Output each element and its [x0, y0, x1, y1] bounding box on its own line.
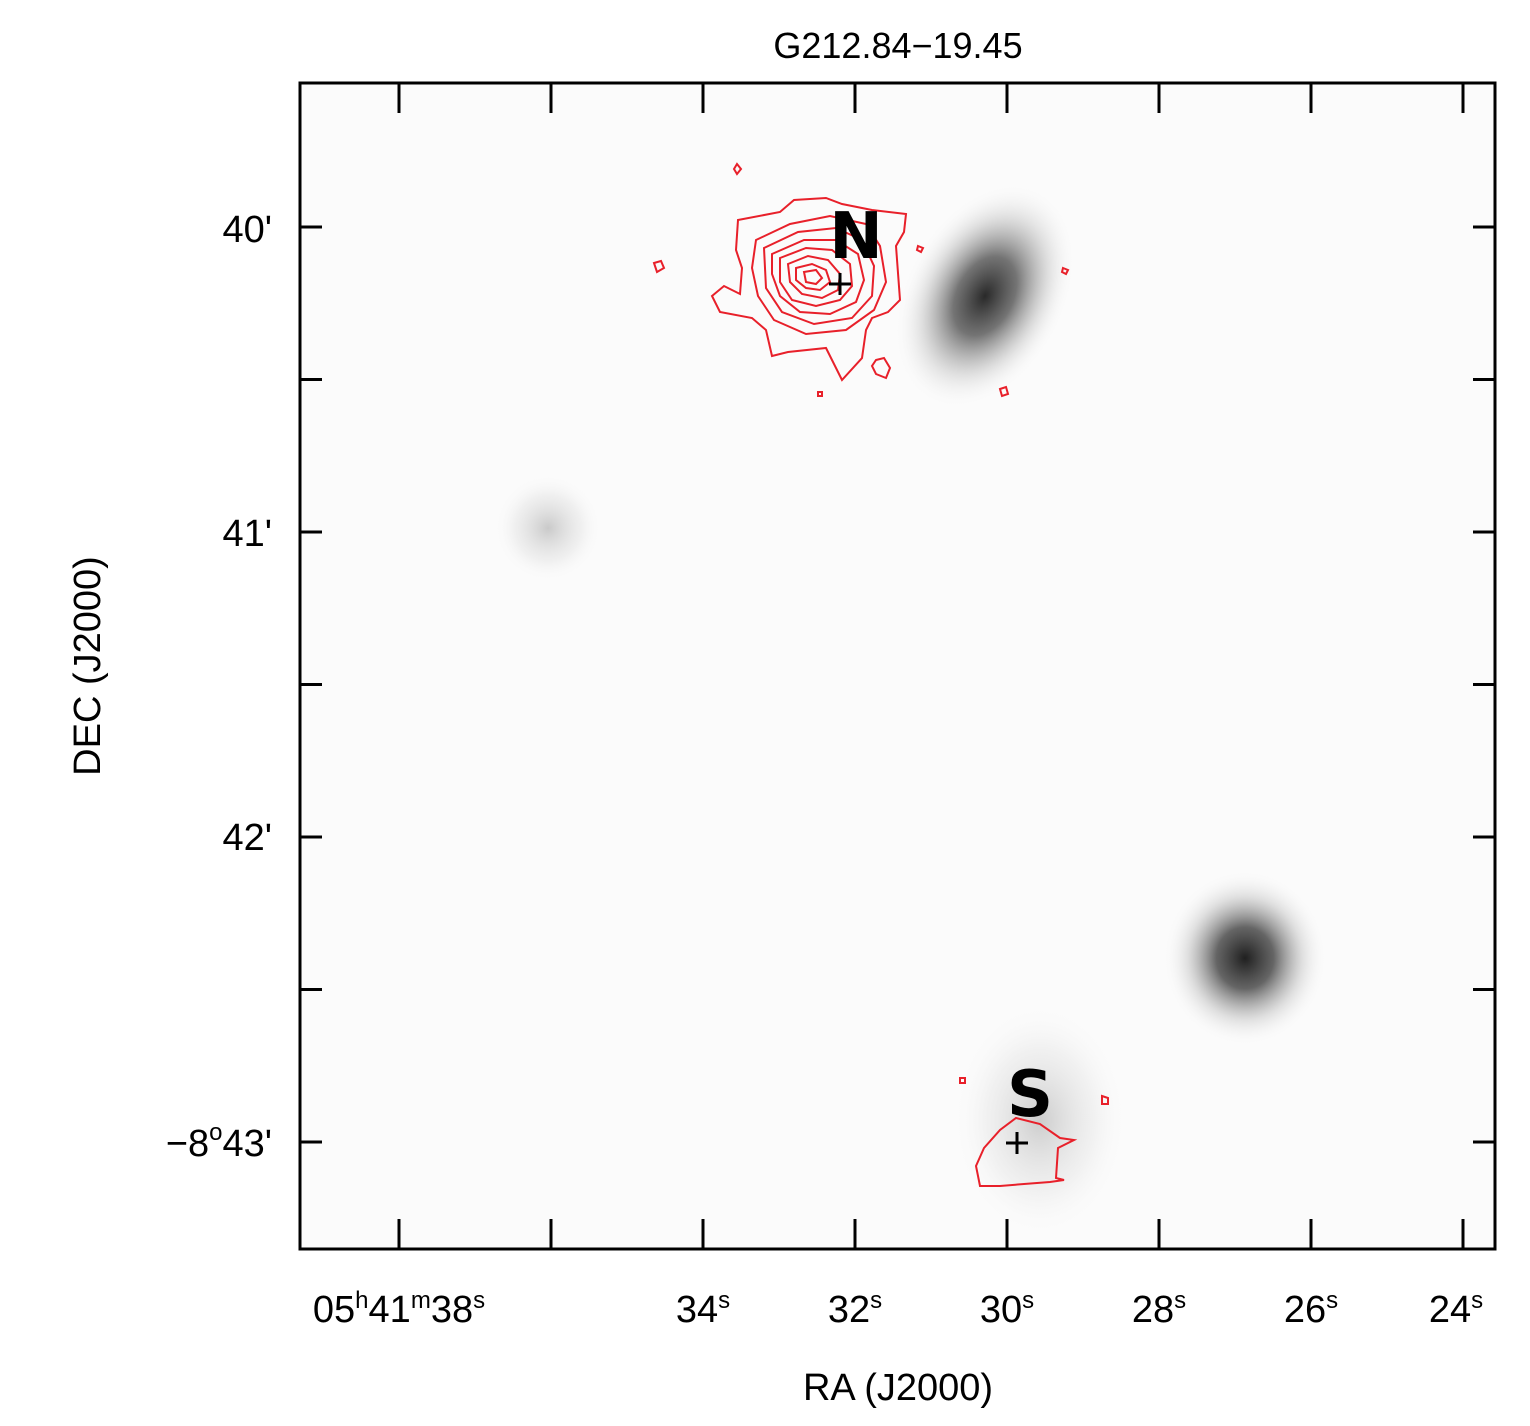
- contour-blip-2: [652, 259, 666, 274]
- axis-ticks: [300, 83, 1495, 1249]
- x-tick-label-0-unit-1: m: [411, 1287, 431, 1314]
- y-tick-label-3-deg: −8: [166, 1123, 209, 1165]
- x-tick-label-5-unit-0: s: [1326, 1287, 1338, 1314]
- x-tick-label-2-unit-0: s: [870, 1287, 882, 1314]
- contour-blip-6: [998, 385, 1010, 398]
- contour-blip-3: [870, 356, 892, 380]
- image-blob-east: [1163, 870, 1327, 1046]
- y-axis-label: DEC (J2000): [67, 556, 109, 776]
- y-tick-labels: 40' 41' 42' −8o43': [166, 209, 272, 1165]
- contour-north-3: [762, 226, 876, 326]
- contour-blip-8: [959, 1077, 966, 1084]
- axes-frame: [298, 81, 1497, 1251]
- source-s-label: S: [1007, 1058, 1053, 1132]
- x-tick-label-1-unit-0: s: [718, 1287, 730, 1314]
- x-tick-label-2: 32s: [828, 1287, 882, 1331]
- x-tick-label-0-num-0: 05: [313, 1289, 355, 1331]
- x-tick-label-0-num-2: 38: [431, 1289, 473, 1331]
- y-tick-label-3-min: 43': [222, 1123, 272, 1165]
- contour-north-6: [786, 254, 842, 300]
- source-n: N: [829, 200, 883, 295]
- contour-blip-9: [1101, 1094, 1109, 1105]
- source-markers: N S: [829, 200, 1053, 1154]
- greyscale-image: [493, 183, 1327, 1240]
- x-tick-label-6: 24s: [1429, 1287, 1483, 1331]
- x-tick-label-5-num-0: 26: [1284, 1289, 1326, 1331]
- source-n-label: N: [829, 200, 883, 274]
- contour-blip-4: [915, 244, 925, 254]
- y-tick-label-3-deg-sym: o: [209, 1119, 222, 1146]
- x-axis-label: RA (J2000): [803, 1367, 993, 1409]
- y-tick-label-1: 41': [222, 513, 272, 555]
- contour-north-core: [802, 268, 824, 286]
- contour-north-4: [771, 239, 866, 316]
- contours: [652, 162, 1109, 1187]
- image-blob-south: [950, 1000, 1130, 1240]
- contour-north-7: [795, 262, 832, 292]
- image-blob-north: [894, 183, 1076, 409]
- contour-blip-1: [732, 162, 743, 176]
- x-tick-label-0-num-1: 41: [369, 1289, 411, 1331]
- x-tick-label-6-num-0: 24: [1429, 1289, 1471, 1331]
- x-tick-label-0-unit-2: s: [473, 1287, 485, 1314]
- x-tick-label-1: 34s: [676, 1287, 730, 1331]
- contour-north-outer: [710, 196, 908, 382]
- x-tick-label-1-num-0: 34: [676, 1289, 718, 1331]
- chart-title: G212.84−19.45: [773, 25, 1022, 66]
- y-tick-label-2: 42': [222, 817, 272, 859]
- y-tick-label-3: −8o43': [166, 1119, 272, 1165]
- x-tick-label-3: 30s: [980, 1287, 1034, 1331]
- x-tick-label-4: 28s: [1132, 1287, 1186, 1331]
- x-tick-label-5: 26s: [1284, 1287, 1338, 1331]
- x-tick-label-2-num-0: 32: [828, 1289, 870, 1331]
- contour-blip-7: [817, 391, 823, 397]
- x-tick-label-4-num-0: 28: [1132, 1289, 1174, 1331]
- x-tick-label-4-unit-0: s: [1174, 1287, 1186, 1314]
- image-blob-faint: [493, 473, 603, 583]
- y-tick-label-0: 40': [222, 209, 272, 251]
- contour-north-5: [779, 246, 854, 308]
- source-s: S: [1006, 1058, 1053, 1154]
- contour-north-2: [750, 214, 888, 336]
- x-tick-labels: 05h41m38s 34s 32s 30s 28s 26s 24s: [313, 1287, 1483, 1331]
- x-tick-label-6-unit-0: s: [1471, 1287, 1483, 1314]
- x-tick-label-3-unit-0: s: [1022, 1287, 1034, 1314]
- x-tick-label-0-unit-0: h: [355, 1287, 368, 1314]
- x-tick-label-3-num-0: 30: [980, 1289, 1022, 1331]
- contour-blip-5: [1060, 266, 1070, 276]
- contour-south: [974, 1116, 1078, 1187]
- x-tick-label-0: 05h41m38s: [313, 1287, 485, 1331]
